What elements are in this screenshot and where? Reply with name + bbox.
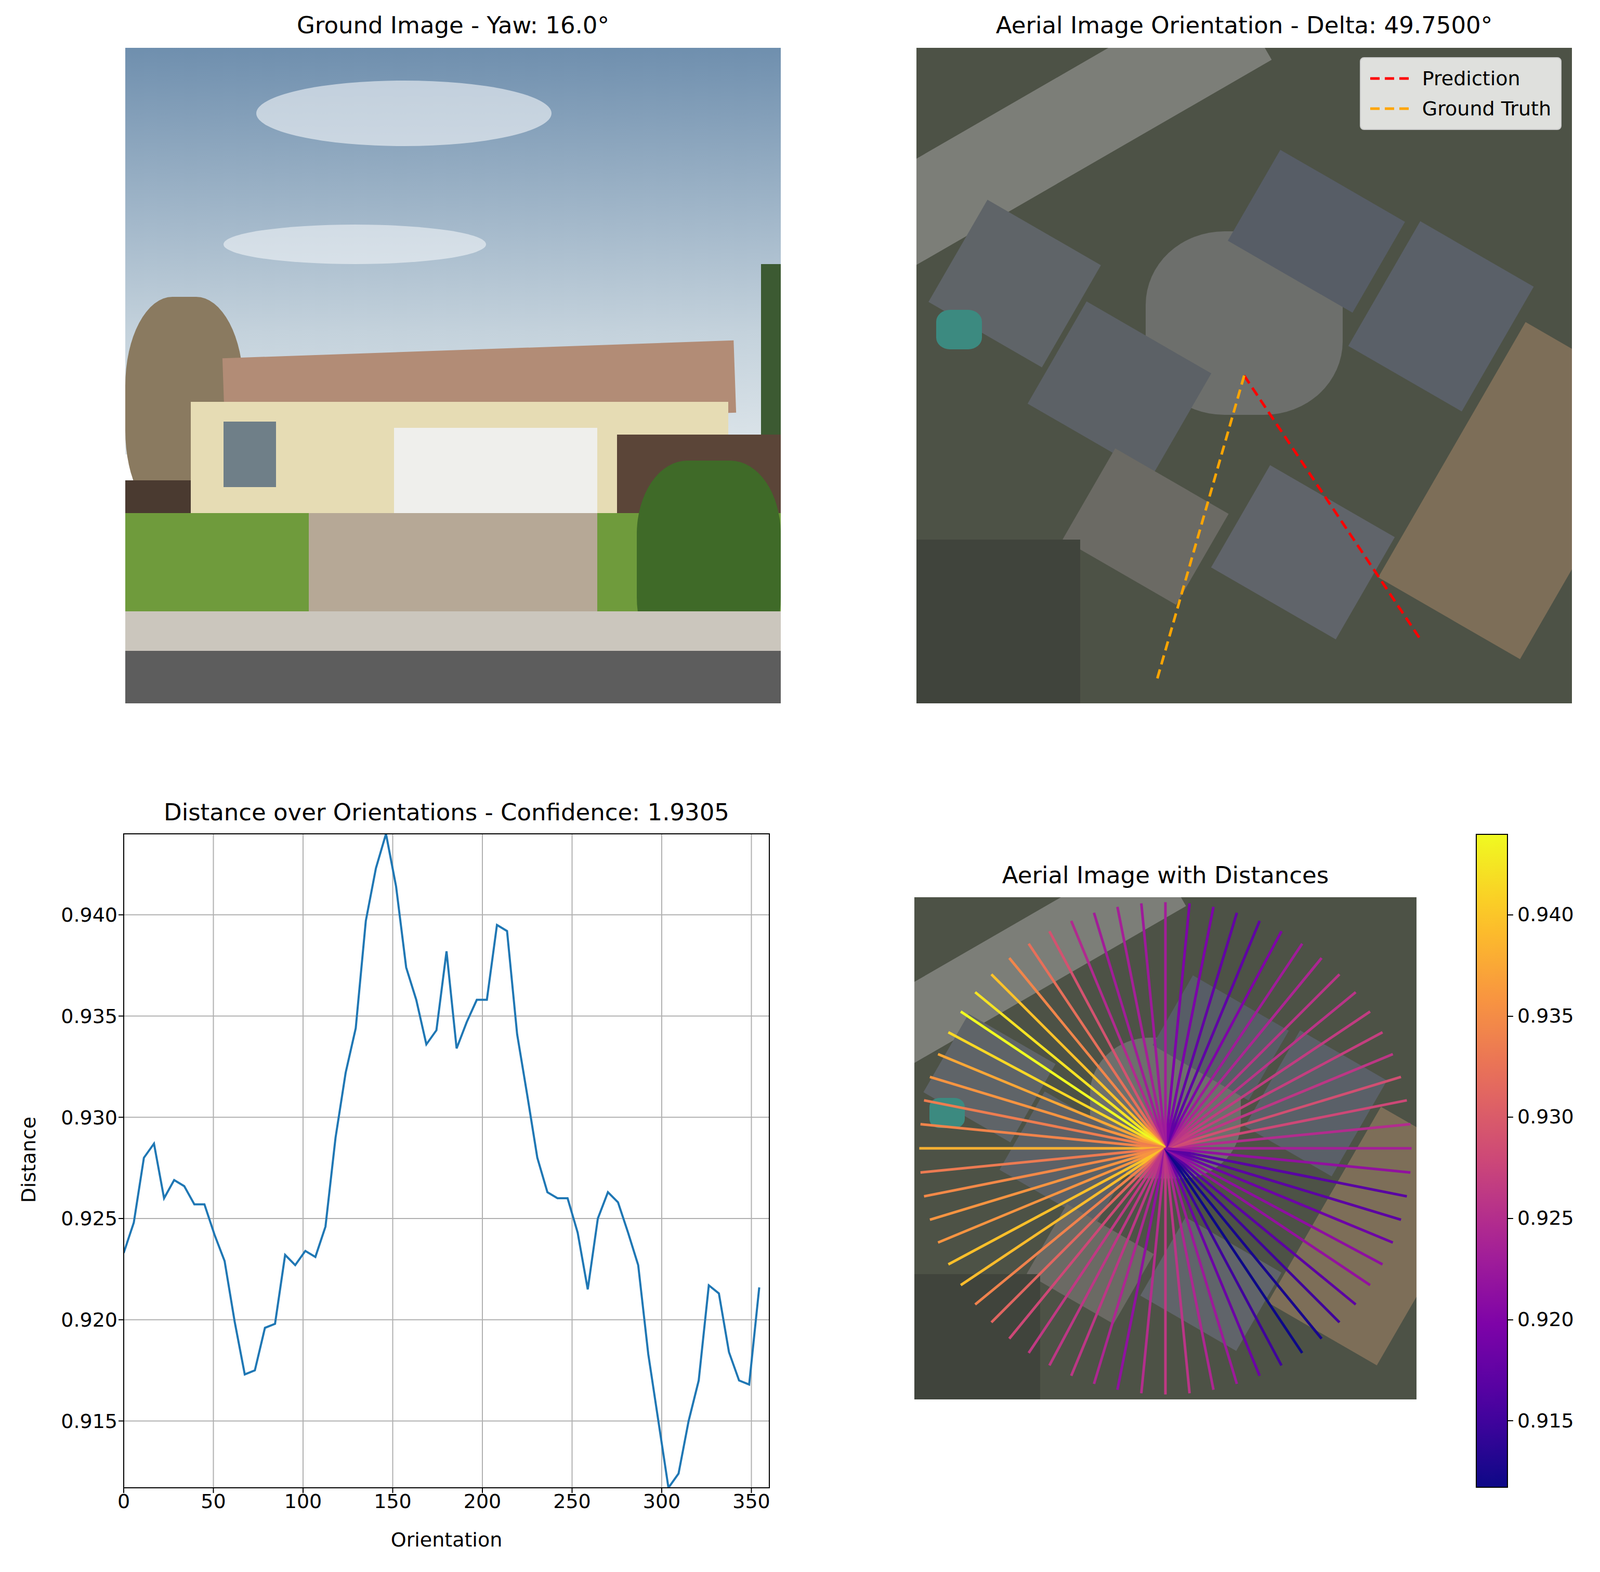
html-text:0.935: 0.935 <box>1517 1004 1574 1028</box>
html-text:Aerial Image with Distances: Aerial Image with Distances <box>1002 861 1329 889</box>
html-text:Orientation: Orientation <box>390 1528 503 1552</box>
html-text:Ground Image - Yaw: 16.0°: Ground Image - Yaw: 16.0° <box>296 11 610 39</box>
html-text:0.925: 0.925 <box>1517 1206 1574 1230</box>
svg-text:250: 250 <box>553 1489 592 1513</box>
svg-text:0.920: 0.920 <box>60 1308 118 1332</box>
html-text:0.930: 0.930 <box>1517 1105 1574 1129</box>
svg-text:0.935: 0.935 <box>60 1004 118 1028</box>
html-text:Prediction: Prediction <box>1422 67 1521 90</box>
svg-text:100: 100 <box>284 1489 323 1513</box>
svg-text:200: 200 <box>463 1489 502 1513</box>
html-text:Distance over Orientations - C: Distance over Orientations - Confidence:… <box>163 798 730 826</box>
svg-text:0.915: 0.915 <box>60 1409 118 1433</box>
svg-text:0: 0 <box>117 1489 130 1513</box>
html-text:0.940: 0.940 <box>1517 902 1574 926</box>
svg-text:0.930: 0.930 <box>60 1106 118 1130</box>
html-text:0.915: 0.915 <box>1517 1409 1574 1432</box>
svg-text:50: 50 <box>200 1489 226 1513</box>
svg-text:0.940: 0.940 <box>60 903 118 927</box>
svg-text:300: 300 <box>643 1489 681 1513</box>
svg-text:150: 150 <box>373 1489 412 1513</box>
html-text:Aerial Image Orientation - Del: Aerial Image Orientation - Delta: 49.750… <box>995 11 1493 39</box>
html-text:Distance: Distance <box>17 1116 41 1203</box>
html-text:Ground Truth: Ground Truth <box>1422 97 1552 121</box>
svg-text:0.925: 0.925 <box>60 1207 118 1230</box>
svg-text:350: 350 <box>732 1489 771 1513</box>
html-text:0.920: 0.920 <box>1517 1307 1574 1331</box>
